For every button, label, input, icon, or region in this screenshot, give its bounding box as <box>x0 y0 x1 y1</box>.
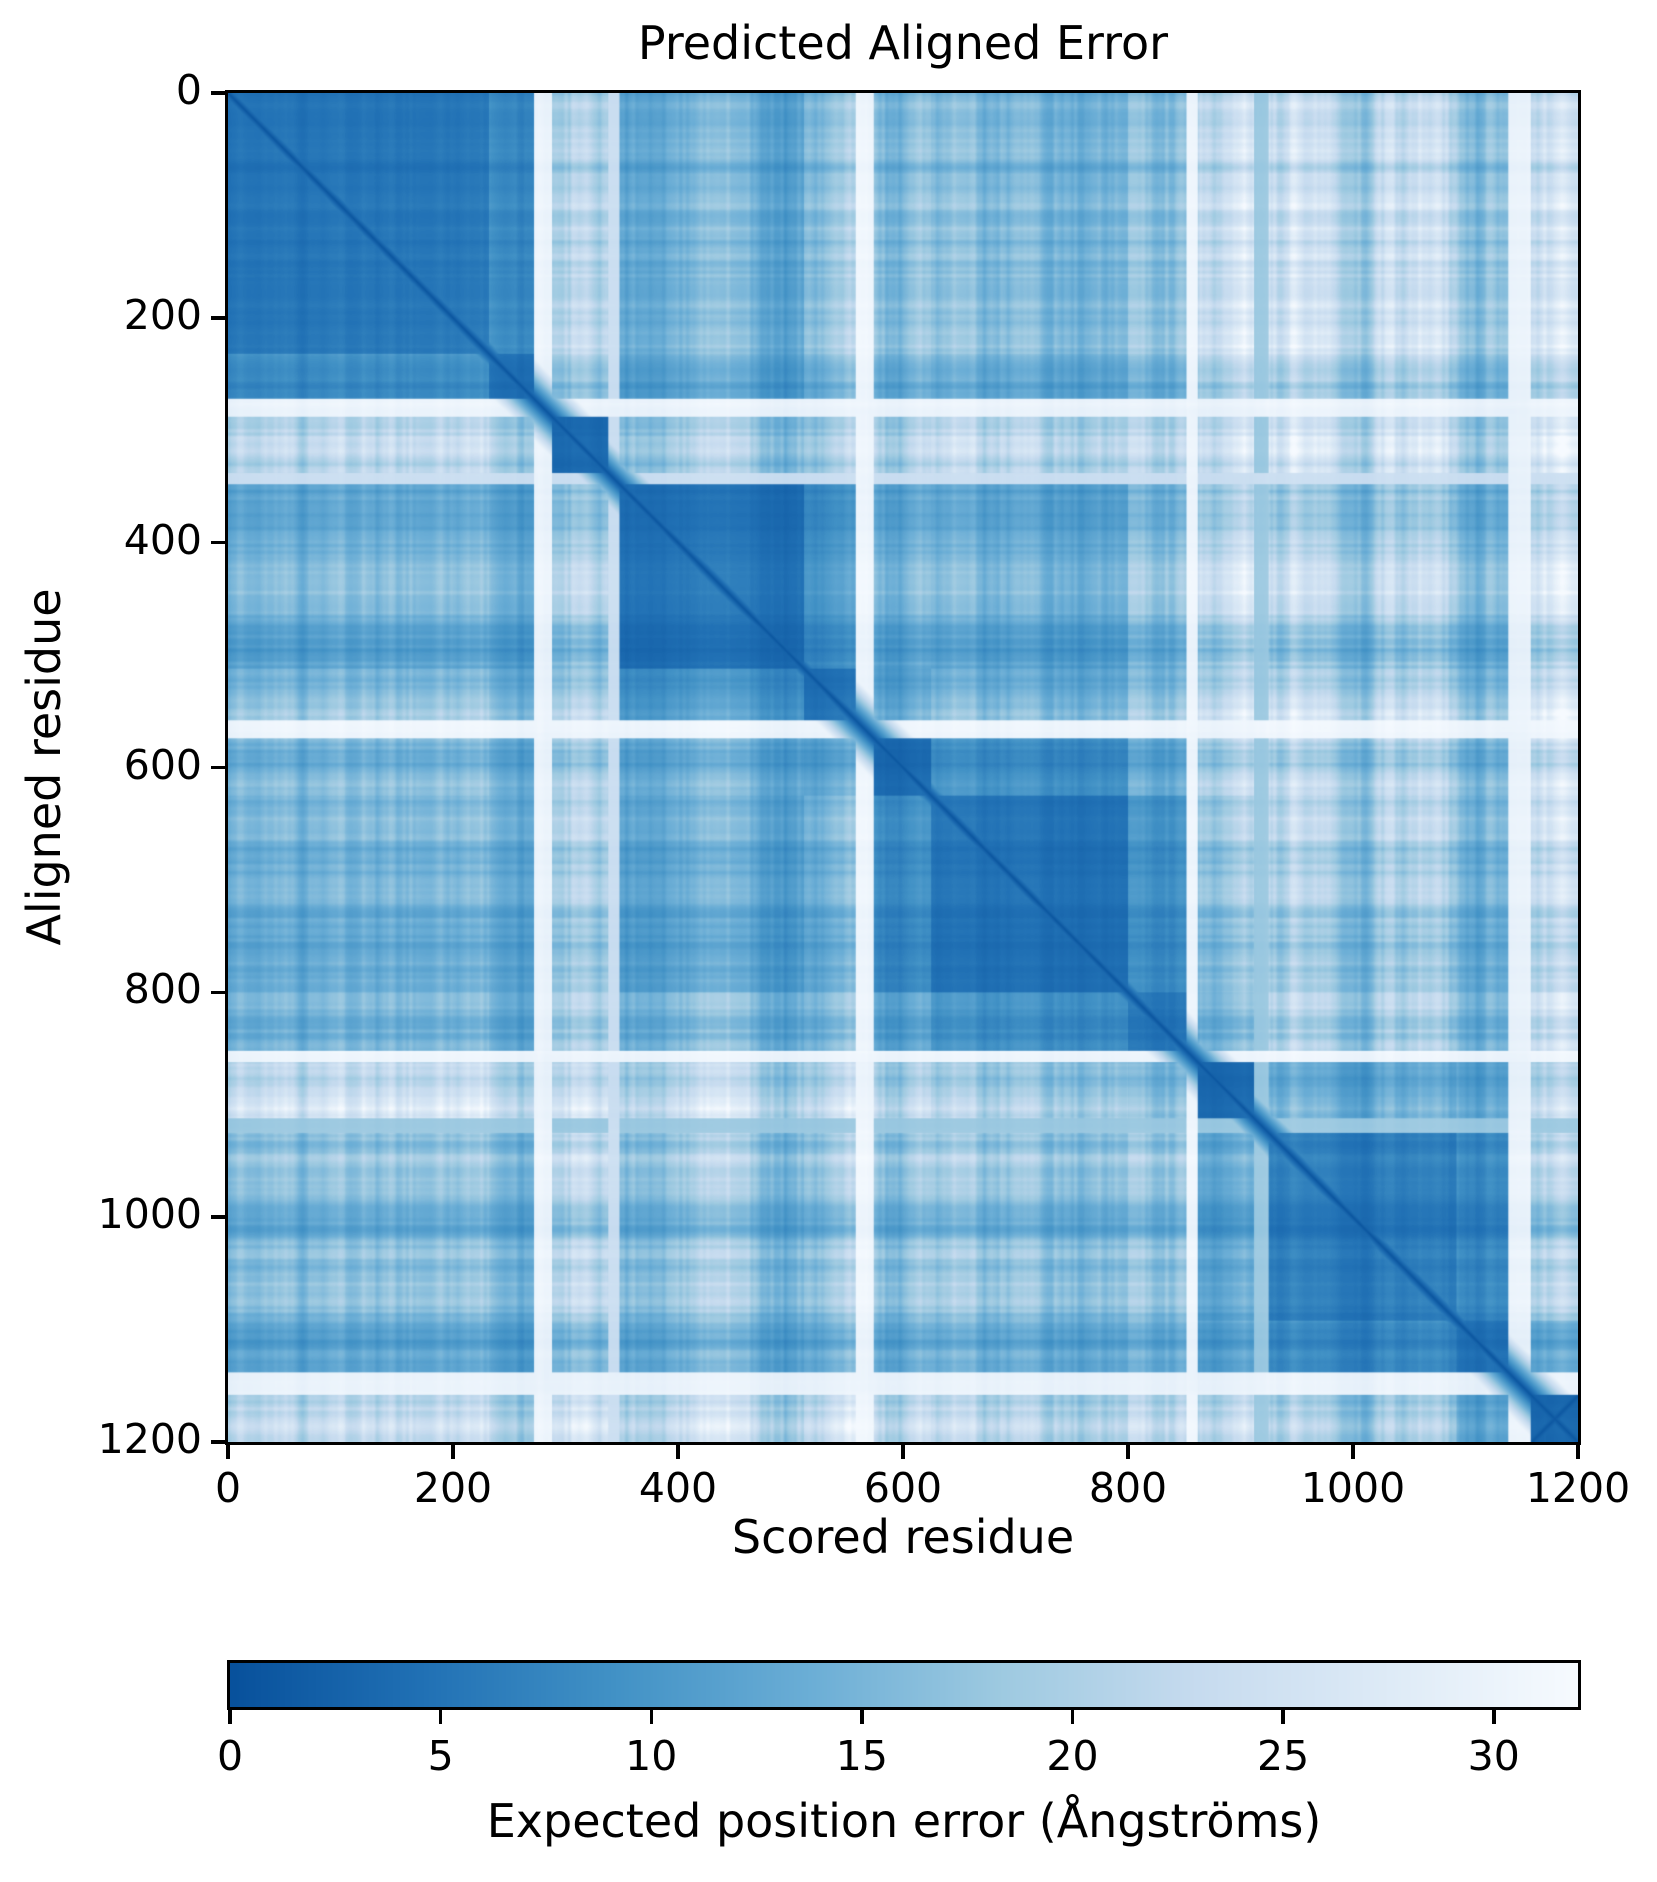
colorbar-tick-label-10: 10 <box>625 1732 678 1780</box>
y-tick-mark-0 <box>211 91 225 95</box>
colorbar-tick-mark-25 <box>1281 1710 1285 1724</box>
colorbar-tick-mark-30 <box>1492 1710 1496 1724</box>
x-tick-label-1200: 1200 <box>1525 1464 1631 1512</box>
y-tick-mark-800 <box>211 990 225 995</box>
colorbar-tick-mark-0 <box>228 1710 232 1724</box>
x-axis-label: Scored residue <box>731 1510 1075 1564</box>
y-axis-label: Aligned residue <box>17 588 71 946</box>
y-tick-mark-200 <box>211 316 225 320</box>
y-tick-label-800: 800 <box>123 965 202 1014</box>
x-tick-mark-400 <box>676 1445 680 1459</box>
y-tick-label-1000: 1000 <box>97 1190 202 1239</box>
colorbar-tick-mark-10 <box>649 1710 653 1724</box>
colorbar-tick-label-30: 30 <box>1467 1732 1520 1780</box>
pae-heatmap-canvas <box>228 93 1578 1442</box>
colorbar-tick-mark-20 <box>1070 1710 1075 1724</box>
y-tick-mark-400 <box>211 540 225 545</box>
colorbar-label: Expected position error (Ångströms) <box>486 1794 1322 1848</box>
y-tick-mark-1200 <box>211 1440 225 1444</box>
y-tick-label-1200: 1200 <box>97 1415 202 1463</box>
x-tick-mark-800 <box>1126 1445 1130 1459</box>
colorbar-tick-label-0: 0 <box>216 1732 244 1780</box>
x-tick-mark-200 <box>451 1445 455 1459</box>
y-tick-mark-600 <box>211 765 225 770</box>
x-tick-mark-0 <box>226 1445 230 1459</box>
y-tick-label-0: 0 <box>175 66 202 114</box>
colorbar-tick-label-25: 25 <box>1257 1732 1310 1780</box>
colorbar-tick-mark-15 <box>860 1710 864 1724</box>
y-tick-mark-1000 <box>211 1215 225 1219</box>
colorbar-tick-label-20: 20 <box>1046 1732 1099 1780</box>
x-tick-mark-1000 <box>1351 1445 1355 1459</box>
x-tick-label-600: 600 <box>863 1464 943 1512</box>
colorbar-tick-label-5: 5 <box>427 1732 454 1780</box>
x-tick-label-400: 400 <box>638 1464 718 1512</box>
colorbar-tick-mark-5 <box>438 1710 443 1724</box>
x-tick-mark-600 <box>901 1445 905 1459</box>
colorbar-tick-label-15: 15 <box>835 1732 888 1780</box>
x-tick-mark-1200 <box>1576 1445 1580 1459</box>
y-tick-label-600: 600 <box>123 740 202 789</box>
x-tick-label-800: 800 <box>1088 1464 1168 1512</box>
x-tick-label-200: 200 <box>413 1464 493 1512</box>
x-tick-label-1000: 1000 <box>1300 1464 1406 1512</box>
chart-title: Predicted Aligned Error <box>637 16 1169 70</box>
colorbar-canvas <box>230 1663 1578 1707</box>
y-tick-label-400: 400 <box>123 515 202 564</box>
x-tick-label-0: 0 <box>214 1464 242 1512</box>
y-tick-label-200: 200 <box>123 290 202 339</box>
